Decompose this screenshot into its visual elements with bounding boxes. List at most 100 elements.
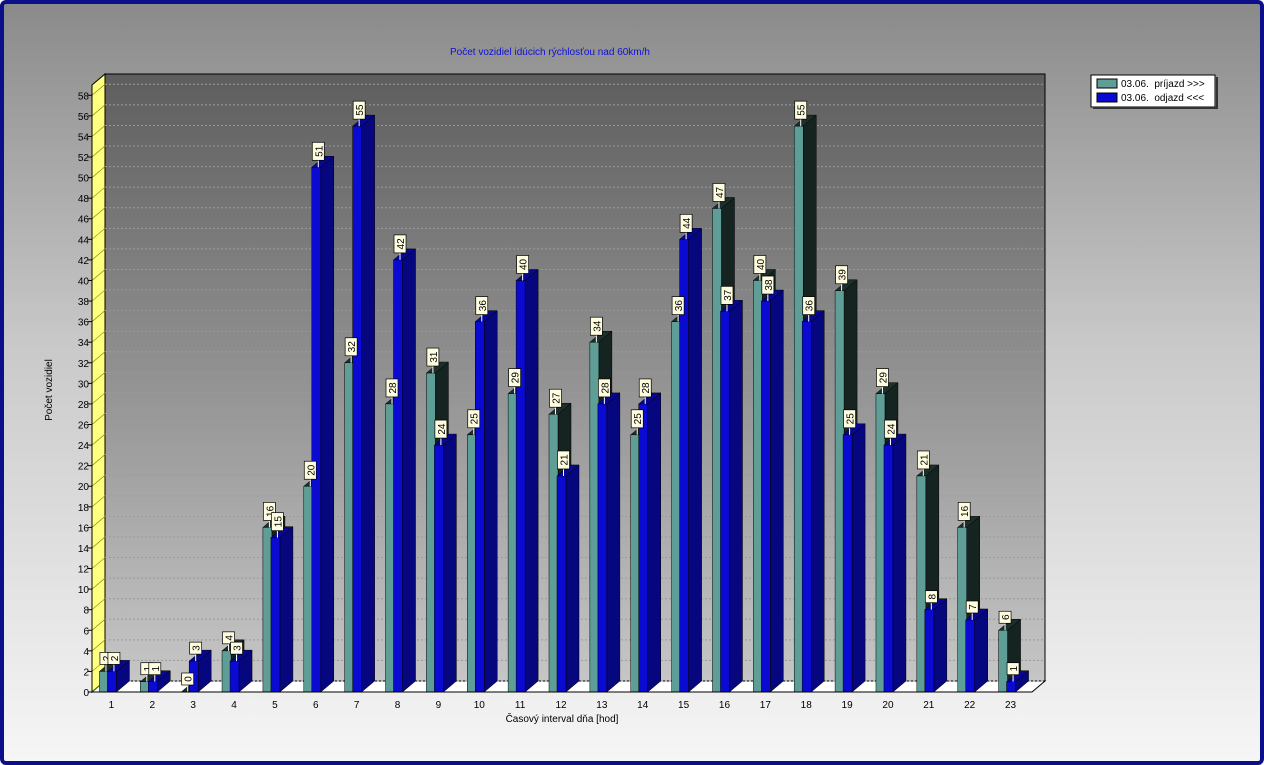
x-tick-label: 11 bbox=[515, 700, 526, 711]
x-tick-label: 5 bbox=[272, 700, 278, 711]
data-label-box bbox=[557, 450, 570, 470]
x-tick-label: 10 bbox=[474, 700, 486, 711]
bar-front bbox=[140, 681, 150, 693]
wall-tick-line bbox=[91, 392, 106, 405]
legend-label-departure: 03.06. odjazd <<< bbox=[1121, 93, 1204, 104]
bar-front bbox=[1006, 681, 1016, 693]
data-label-box bbox=[965, 600, 979, 614]
data-label-box bbox=[230, 641, 243, 655]
data-label-box bbox=[630, 409, 644, 429]
y-tick-label: 12 bbox=[78, 565, 90, 576]
data-label-box bbox=[884, 419, 897, 439]
data-label-box bbox=[761, 275, 775, 295]
data-label-box bbox=[467, 409, 481, 429]
data-label-box bbox=[107, 652, 121, 665]
x-tick-label: 23 bbox=[1005, 700, 1017, 711]
data-label: 42 bbox=[396, 238, 407, 250]
data-label: 4 bbox=[225, 635, 236, 641]
y-tick-label: 0 bbox=[83, 688, 89, 699]
data-label: 31 bbox=[429, 351, 440, 363]
y-tick-label: 46 bbox=[78, 215, 90, 226]
bar-departure bbox=[883, 433, 907, 693]
data-label: 36 bbox=[674, 300, 685, 312]
data-label: 28 bbox=[600, 382, 611, 394]
bar-front bbox=[311, 167, 322, 693]
bar-front bbox=[842, 434, 853, 693]
data-label: 55 bbox=[355, 104, 366, 116]
data-label: 25 bbox=[846, 413, 857, 425]
data-label-box bbox=[352, 100, 366, 120]
data-label-box bbox=[794, 100, 808, 120]
data-label-box bbox=[393, 234, 407, 254]
data-label: 24 bbox=[886, 423, 897, 435]
data-label: 39 bbox=[838, 269, 849, 281]
bar-front bbox=[467, 434, 477, 693]
data-label-box bbox=[590, 316, 603, 336]
x-tick-label: 6 bbox=[313, 700, 319, 711]
x-tick-label: 17 bbox=[760, 700, 772, 711]
bar-side bbox=[279, 526, 294, 693]
data-label: 51 bbox=[314, 145, 325, 157]
x-tick-label: 2 bbox=[150, 700, 156, 711]
wall-tick-line bbox=[91, 454, 106, 466]
bar-front bbox=[344, 362, 354, 693]
bar-front bbox=[475, 321, 485, 693]
bar-side bbox=[729, 299, 743, 693]
x-tick-label: 16 bbox=[719, 700, 731, 711]
bar-front bbox=[352, 125, 362, 693]
wall-tick-line bbox=[91, 248, 106, 261]
bar-front bbox=[630, 434, 640, 693]
data-label: 2 bbox=[110, 655, 121, 661]
bar-departure bbox=[270, 526, 294, 693]
axes: 0246810121416182022242628303234363840424… bbox=[78, 85, 1032, 711]
y-tick-label: 10 bbox=[78, 585, 90, 596]
data-label: 8 bbox=[927, 593, 938, 599]
bar-front bbox=[107, 671, 117, 693]
x-tick-label: 3 bbox=[190, 700, 196, 711]
bar-side bbox=[524, 268, 539, 693]
wall-tick-line bbox=[91, 577, 106, 590]
data-label-box bbox=[998, 610, 1012, 624]
data-label-box bbox=[843, 409, 856, 429]
data-label: 1 bbox=[1009, 665, 1020, 671]
bar-departure bbox=[392, 248, 417, 693]
wall-tick-line bbox=[91, 186, 106, 199]
bar-front bbox=[998, 630, 1008, 693]
bar-departure bbox=[106, 659, 131, 693]
y-tick-label: 54 bbox=[78, 132, 90, 143]
bar-departure bbox=[965, 608, 989, 693]
bar-departure bbox=[556, 464, 580, 693]
y-tick-label: 28 bbox=[78, 400, 90, 411]
bar-side bbox=[443, 433, 457, 693]
data-label-box bbox=[720, 285, 734, 305]
data-label: 29 bbox=[511, 372, 522, 384]
bar-departure bbox=[515, 268, 539, 693]
bar-series bbox=[98, 114, 1030, 693]
x-tick-label: 18 bbox=[801, 700, 813, 711]
bar-front bbox=[965, 619, 975, 693]
data-label: 20 bbox=[306, 464, 317, 476]
wall-tick-line bbox=[91, 310, 106, 322]
data-label-box bbox=[876, 368, 889, 387]
data-label-box bbox=[1006, 662, 1020, 676]
data-label-box bbox=[957, 502, 971, 521]
data-label: 55 bbox=[797, 104, 808, 116]
bar-departure bbox=[760, 289, 785, 693]
bar-departure bbox=[474, 310, 498, 693]
data-label-box bbox=[835, 265, 848, 285]
y-tick-label: 52 bbox=[78, 153, 90, 164]
bar-departure bbox=[311, 155, 335, 693]
x-tick-label: 8 bbox=[395, 700, 401, 711]
data-label-box bbox=[222, 631, 235, 645]
data-label: 25 bbox=[633, 413, 644, 425]
bar-side bbox=[361, 114, 375, 693]
bar-front bbox=[589, 341, 600, 693]
data-label-box bbox=[311, 141, 325, 161]
x-tick-label: 19 bbox=[842, 700, 854, 711]
wall-tick-line bbox=[91, 269, 106, 281]
bar-front bbox=[671, 321, 681, 693]
y-tick-label: 56 bbox=[78, 112, 90, 123]
y-tick-label: 44 bbox=[78, 235, 90, 246]
bar-front bbox=[148, 681, 158, 693]
chart-title: Počet vozidiel idúcich rýchlosťou nad 60… bbox=[450, 47, 650, 58]
